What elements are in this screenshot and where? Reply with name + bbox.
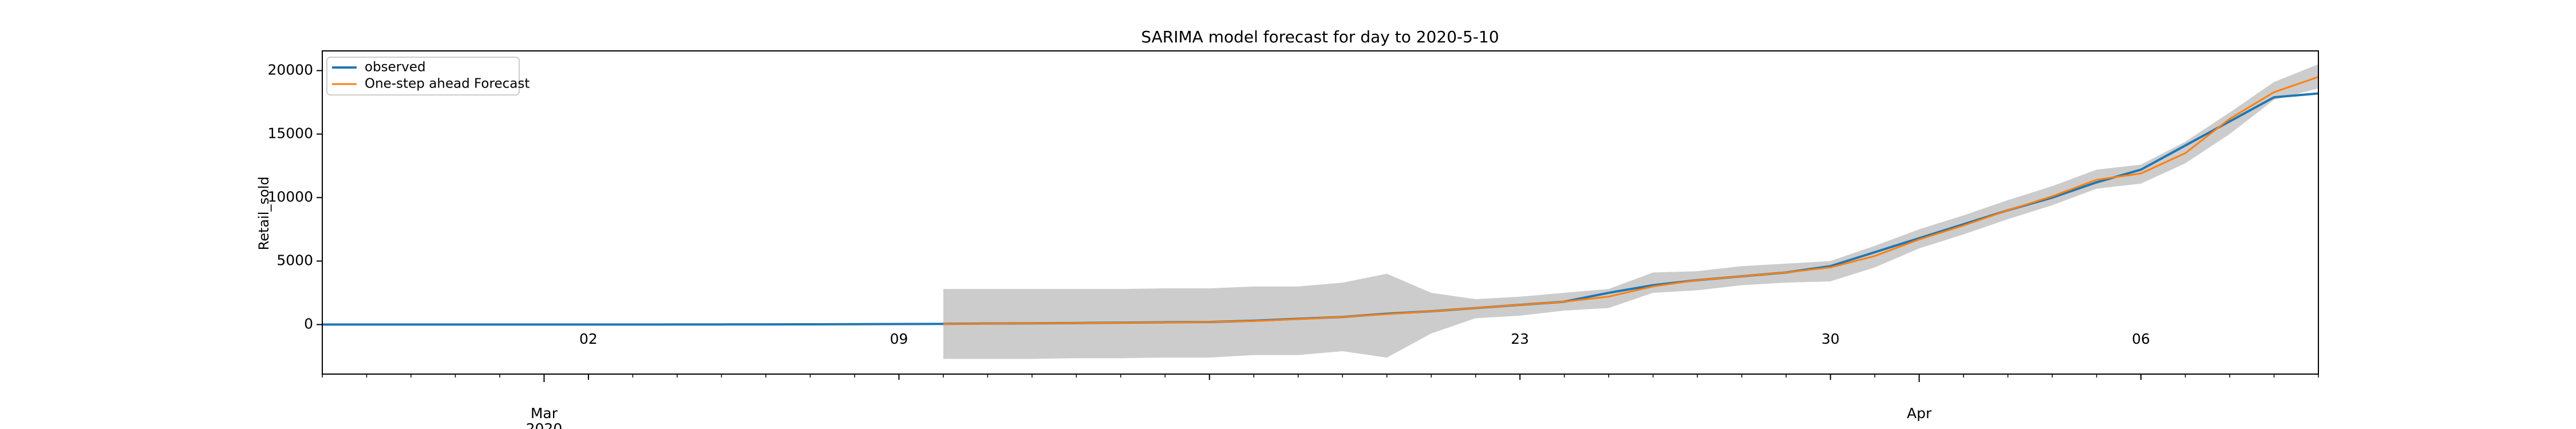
- legend-box: [326, 57, 520, 96]
- legend-label: One-step ahead Forecast: [365, 77, 530, 92]
- x-tick-label: 23: [1511, 331, 1529, 347]
- y-tick-label: 0: [304, 315, 313, 332]
- x-tick-label: 30: [1822, 331, 1840, 347]
- series-line: [943, 76, 2319, 325]
- axes-frame: [322, 50, 2319, 375]
- y-axis-label: Retail_sold: [256, 177, 272, 251]
- x-tick-label: 09: [890, 331, 908, 347]
- x-major-tick-label: Mar 2020: [526, 405, 563, 429]
- y-tick-label: 15000: [267, 125, 313, 141]
- x-major-tick-label-line: Mar: [531, 405, 558, 422]
- x-tick-label: 02: [579, 331, 598, 347]
- confidence-band: [943, 64, 2318, 359]
- x-major-tick-label-line: Apr: [1907, 405, 1932, 422]
- legend-label: observed: [365, 60, 426, 75]
- x-tick-label: 06: [2132, 331, 2150, 347]
- y-tick-label: 10000: [267, 188, 313, 205]
- y-tick-label: 5000: [276, 252, 313, 268]
- chart-title: SARIMA model forecast for day to 2020-5-…: [1141, 27, 1499, 46]
- x-major-tick-label-line: 2020: [526, 420, 563, 429]
- x-major-tick-label: Apr: [1907, 405, 1932, 422]
- y-tick-label: 20000: [267, 61, 313, 78]
